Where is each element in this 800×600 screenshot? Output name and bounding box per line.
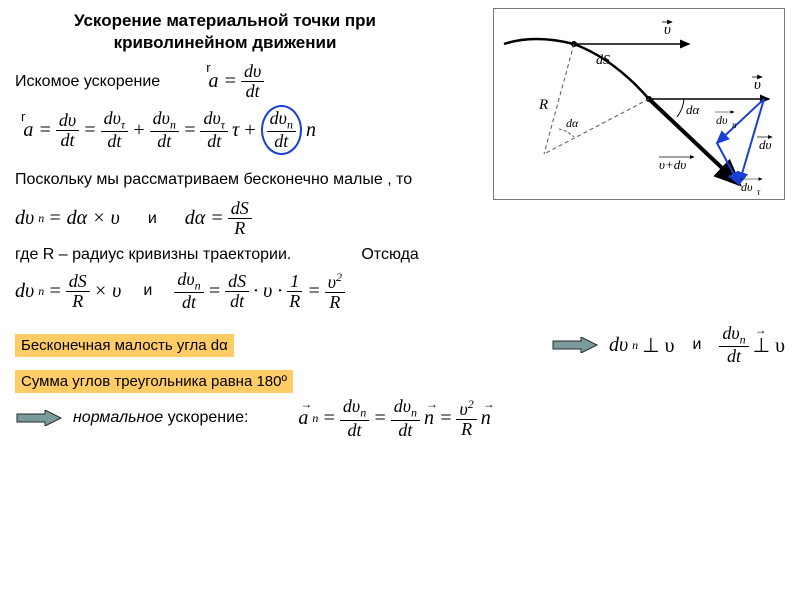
label-and2: и	[143, 282, 152, 300]
page-title: Ускорение материальной точки при криволи…	[15, 10, 435, 54]
formula-dvn2: dυn = dSR × υ	[15, 272, 121, 311]
label-hence: Отсюда	[361, 246, 418, 264]
row-normal-acc: нормальное ускорение: an = dυndt = dυndt…	[15, 397, 785, 439]
svg-text:dυ: dυ	[741, 180, 753, 194]
curvilinear-diagram: υ dS υ dα υ+dυ dυ dυ n dυ τ R dα	[493, 8, 785, 200]
label-since: Поскольку мы рассматриваем бесконечно ма…	[15, 165, 445, 195]
formula-dvn-dt: dυndt = dSdt · υ · 1R = υ2R	[174, 270, 345, 312]
label-normal-acc: нормальное ускорение:	[73, 409, 248, 427]
svg-text:n: n	[732, 120, 737, 130]
row-highlight1: Бесконечная малость угла dα dυn ⊥ υ и dυ…	[15, 324, 785, 366]
row-dvn-result: dυn = dSR × υ и dυndt = dSdt · υ · 1R = …	[15, 270, 785, 312]
arrow-icon-1	[551, 337, 599, 353]
formula-a-expanded: ra = dυdt = dυτdt + dυndt = dυτdt τ + dυ…	[15, 105, 316, 155]
circled-term: dυndt	[261, 105, 302, 155]
svg-text:dα: dα	[566, 116, 579, 130]
svg-text:dυ: dυ	[759, 137, 772, 152]
svg-text:dυ: dυ	[716, 113, 728, 127]
svg-text:dS: dS	[596, 53, 610, 68]
row-dvn-da: dυn = dα × υ и dα = dSR	[15, 199, 785, 238]
label-and1: и	[148, 210, 157, 228]
formula-dvn: dυn = dα × υ	[15, 207, 120, 230]
highlight-small-angle: Бесконечная малость угла dα	[15, 334, 234, 357]
formula-perp1: dυn ⊥ υ	[609, 333, 675, 358]
svg-text:υ+dυ: υ+dυ	[659, 157, 686, 172]
row-highlight2: Сумма углов треугольника равна 180º	[15, 370, 785, 393]
svg-text:υ: υ	[664, 22, 671, 38]
svg-text:υ: υ	[754, 77, 761, 93]
svg-text:dα: dα	[686, 102, 701, 117]
row-where-r: где R – радиус кривизны траектории. Отсю…	[15, 246, 785, 264]
svg-text:τ: τ	[757, 187, 761, 197]
label-sought: Искомое ускорение	[15, 73, 160, 91]
formula-da: dα = dSR	[185, 199, 252, 238]
highlight-triangle: Сумма углов треугольника равна 180º	[15, 370, 293, 393]
formula-an: an = dυndt = dυndt n = υ2R n	[298, 397, 490, 439]
label-and3: и	[692, 336, 701, 354]
diagram-svg: υ dS υ dα υ+dυ dυ dυ n dυ τ R dα	[494, 9, 784, 199]
arrow-icon-2	[15, 410, 63, 426]
formula-a-def: ra = dυdt	[200, 62, 264, 101]
svg-text:R: R	[538, 97, 548, 113]
label-where-r: где R – радиус кривизны траектории.	[15, 246, 291, 264]
formula-perp2: dυndt ⊥ υ	[719, 324, 785, 366]
